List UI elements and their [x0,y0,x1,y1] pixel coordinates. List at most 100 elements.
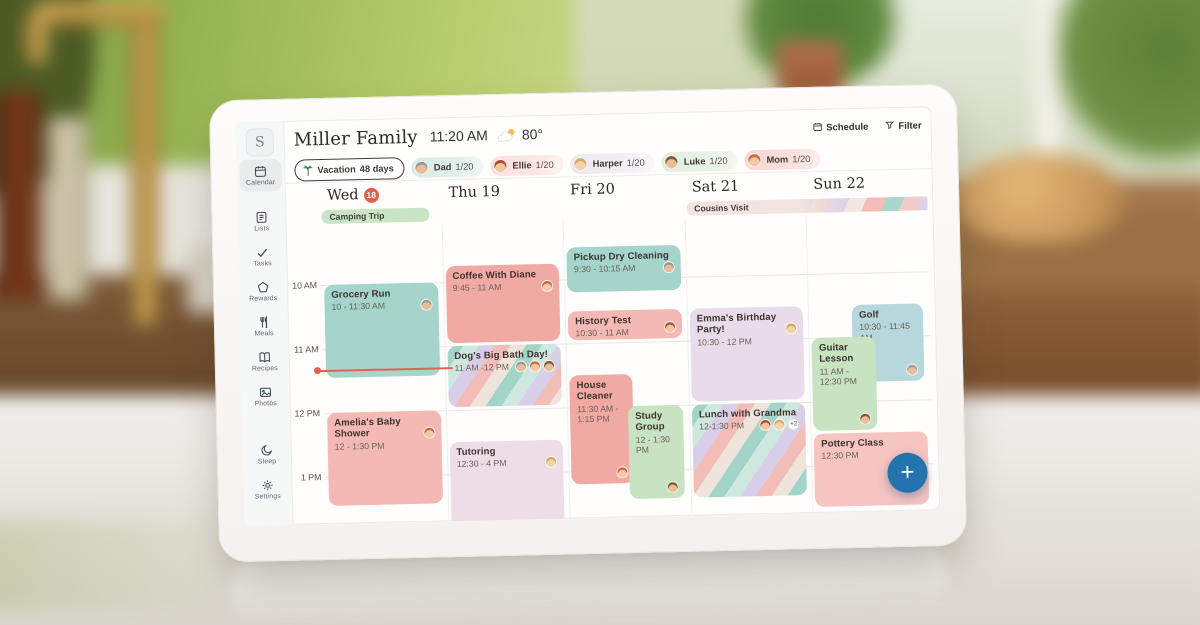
family-chip-ellie[interactable]: Ellie 1/20 [490,154,564,177]
sidebar-item-lists[interactable]: Lists [240,205,283,238]
dad-avatar [414,160,429,175]
dad-avatar [419,298,433,311]
sidebar-item-label: Photos [254,400,278,408]
sidebar-item-recipes[interactable]: Recipes [243,345,286,378]
event-time: 10:30 - 12 PM [697,335,752,348]
event-card[interactable]: Emma's Birthday Party! 10:30 - 12 PM [689,305,806,402]
temperature: 80° [521,125,544,143]
event-card[interactable]: Lunch with Grandma 12-1:30 PM +2 [691,401,808,498]
family-chip-harper[interactable]: Harper 1/20 [570,152,655,175]
day-header-sun[interactable]: Sun 22 [805,174,927,193]
event-card[interactable]: Dog's Big Bath Day! 11 AM -12 PM [447,343,563,407]
event-title: House Cleaner [576,379,613,403]
event-avatars [616,465,629,478]
lists-icon [254,210,268,224]
event-time: 11:30 AM - 1:15 PM [577,402,619,425]
filter-button[interactable]: Filter [884,119,922,133]
harper-avatar [773,418,786,431]
photo-icon [258,385,272,399]
today-badge: 18 [363,187,379,203]
event-card[interactable]: History Test 10:30 - 11 AM [567,308,683,341]
event-avatars [545,455,558,468]
badge-icon [256,280,270,294]
event-title: Tutoring [456,445,496,458]
day-header-sat[interactable]: Sat 21 [684,177,806,196]
chip-value: 1/20 [455,161,474,172]
event-card[interactable]: Amelia's Baby Shower 12 - 1:30 PM [326,409,443,506]
tablet-device: S Calendar Lists Tasks Rewards Meals Recipes P… [208,83,968,563]
chip-value: 1/20 [792,153,811,165]
page-title: Miller Family [293,126,419,151]
right-foliage [1055,0,1200,165]
sidebar-item-label: Settings [254,493,282,501]
event-card[interactable]: House Cleaner 11:30 AM - 1:15 PM [569,373,636,485]
sidebar-item-label: Recipes [251,365,279,373]
event-card[interactable]: Tutoring 12:30 - 4 PM [449,439,568,526]
event-avatars: +2 [759,417,800,431]
sidebar-item-rewards[interactable]: Rewards [242,275,285,308]
calendar-app-screen: S Calendar Lists Tasks Rewards Meals Recipes P… [235,106,941,526]
family-chip-mom[interactable]: Mom 1/20 [744,148,821,171]
time-axis: 10 AM 11 AM 12 PM 1 PM [286,227,323,526]
allday-event[interactable]: Camping Trip [321,207,430,225]
sidebar-item-tasks[interactable]: Tasks [241,240,284,273]
day-label: Thu 19 [448,183,501,202]
sidebar-item-photos[interactable]: Photos [244,380,287,413]
day-header-thu[interactable]: Thu 19 [440,183,562,202]
mom-avatar [616,465,629,478]
luke-avatar [543,359,556,372]
sun-cloud-icon [497,127,518,142]
ellie-avatar [493,158,508,174]
event-time: 10 - 11:30 AM [331,300,386,312]
event-avatars [663,320,677,333]
chip-label: Harper [592,158,623,169]
ellie-avatar [759,418,772,431]
sidebar-item-settings[interactable]: Settings [246,473,289,506]
event-time: 11 AM - 12:30 PM [819,365,858,388]
dad-avatar [905,363,918,376]
book-icon [258,350,272,364]
event-card[interactable]: Study Group 12 - 1:30 PM [627,404,685,499]
time-label: 10 AM [292,279,318,291]
event-card[interactable]: Grocery Run 10 - 11:30 AM [324,281,440,378]
time-label: 1 PM [300,471,322,483]
schedule-button[interactable]: Schedule [812,120,869,134]
mom-avatar [422,426,436,439]
event-time: 9:30 - 10:15 AM [573,263,636,275]
event-card[interactable]: Guitar Lesson 11 AM - 12:30 PM [811,336,878,431]
schedule-icon [812,121,822,134]
family-chip-dad[interactable]: Dad 1/20 [411,156,484,178]
chip-value: 48 days [359,163,394,175]
event-time: 12 - 1:30 PM [635,433,671,456]
cream-bottle [47,117,89,300]
family-chip-vacation[interactable]: Vacation 48 days [294,157,406,182]
event-avatars [905,363,918,376]
event-time: 10:30 - 11 AM [575,327,629,339]
bread-loaf [955,153,1125,243]
chip-value: 1/20 [535,159,554,171]
sidebar-item-label: Tasks [253,260,272,268]
time-label: 11 AM [294,343,319,355]
family-chip-luke[interactable]: Luke 1/20 [661,150,738,173]
harper-avatar [785,321,798,335]
sidebar-item-sleep[interactable]: Sleep [246,438,289,471]
sidebar-item-calendar[interactable]: Calendar [239,158,282,192]
chip-label: Luke [683,156,706,167]
chip-label: Ellie [512,160,532,171]
main-area: Miller Family 11:20 AM 80° Schedule F [283,106,940,526]
app-logo: S [245,128,275,157]
faucet-head [25,13,47,63]
day-header-fri[interactable]: Fri 20 [562,180,684,199]
event-card[interactable]: Pickup Dry Cleaning 9:30 - 10:15 AM [566,244,682,293]
event-title: Amelia's Baby Shower [334,415,401,440]
day-columns: Grocery Run 10 - 11:30 AM Amelia's Baby Sh… [313,213,935,526]
luke-avatar [858,412,871,425]
event-time: 12 - 1:30 PM [334,440,385,452]
chip-label: Mom [766,154,789,165]
chip-value: 1/20 [709,155,728,167]
event-card[interactable]: Coffee With Diane 9:45 - 11 AM [445,263,561,343]
day-header-wed[interactable]: Wed 18 [319,185,441,204]
filter-label: Filter [898,119,922,132]
sidebar-item-meals[interactable]: Meals [243,310,286,343]
filter-icon [884,120,894,133]
